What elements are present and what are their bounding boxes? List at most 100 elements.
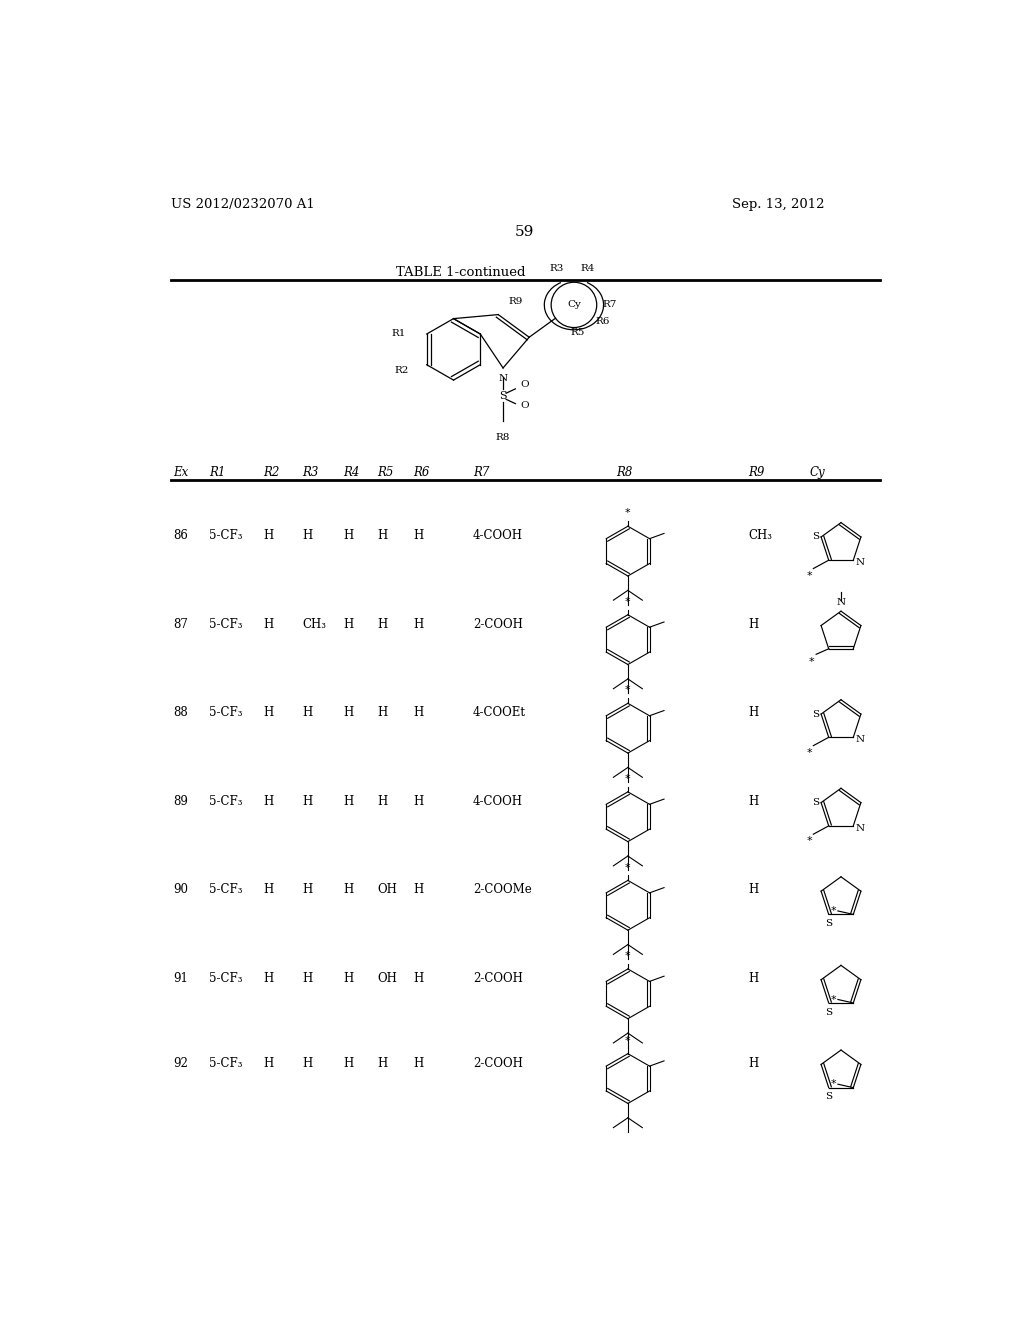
- Text: 4-COOH: 4-COOH: [473, 529, 523, 543]
- Text: H: H: [263, 706, 273, 719]
- Text: S: S: [825, 1007, 833, 1016]
- Text: *: *: [625, 952, 631, 961]
- Text: S: S: [825, 1092, 833, 1101]
- Text: 4-COOEt: 4-COOEt: [473, 706, 526, 719]
- Text: 90: 90: [173, 883, 188, 896]
- Text: 5-CF₃: 5-CF₃: [209, 1056, 243, 1069]
- Text: 88: 88: [173, 706, 187, 719]
- Text: N: N: [837, 598, 846, 607]
- Text: 5-CF₃: 5-CF₃: [209, 795, 243, 808]
- Text: R4: R4: [343, 466, 359, 479]
- Text: H: H: [343, 706, 353, 719]
- Text: N: N: [856, 824, 864, 833]
- Text: 89: 89: [173, 795, 187, 808]
- Text: 5-CF₃: 5-CF₃: [209, 972, 243, 985]
- Text: *: *: [809, 656, 815, 667]
- Text: TABLE 1-continued: TABLE 1-continued: [396, 265, 526, 279]
- Text: H: H: [343, 795, 353, 808]
- Text: S: S: [812, 532, 819, 541]
- Text: R1: R1: [391, 330, 406, 338]
- Text: H: H: [414, 795, 424, 808]
- Text: R3: R3: [302, 466, 318, 479]
- Text: N: N: [856, 735, 864, 744]
- Text: *: *: [625, 1036, 631, 1045]
- Text: 5-CF₃: 5-CF₃: [209, 706, 243, 719]
- Text: 4-COOH: 4-COOH: [473, 795, 523, 808]
- Text: 92: 92: [173, 1056, 187, 1069]
- Text: H: H: [414, 972, 424, 985]
- Text: 5-CF₃: 5-CF₃: [209, 883, 243, 896]
- Text: S: S: [812, 710, 819, 718]
- Text: US 2012/0232070 A1: US 2012/0232070 A1: [171, 198, 314, 211]
- Text: Sep. 13, 2012: Sep. 13, 2012: [732, 198, 825, 211]
- Text: H: H: [302, 706, 312, 719]
- Text: H: H: [343, 1056, 353, 1069]
- Text: 91: 91: [173, 972, 187, 985]
- Text: R2: R2: [263, 466, 280, 479]
- Text: 86: 86: [173, 529, 187, 543]
- Text: R9: R9: [748, 466, 764, 479]
- Text: 5-CF₃: 5-CF₃: [209, 618, 243, 631]
- Text: H: H: [302, 795, 312, 808]
- Text: R5: R5: [378, 466, 394, 479]
- Text: R4: R4: [581, 264, 595, 273]
- Text: N: N: [499, 374, 508, 383]
- Text: *: *: [625, 862, 631, 873]
- Text: H: H: [302, 883, 312, 896]
- Text: R6: R6: [595, 317, 609, 326]
- Text: *: *: [625, 774, 631, 784]
- Text: 5-CF₃: 5-CF₃: [209, 529, 243, 543]
- Text: *: *: [806, 570, 812, 581]
- Text: O: O: [520, 401, 528, 411]
- Text: H: H: [263, 795, 273, 808]
- Text: R9: R9: [509, 297, 523, 305]
- Text: R8: R8: [496, 433, 510, 442]
- Text: H: H: [748, 972, 758, 985]
- Text: H: H: [748, 1056, 758, 1069]
- Text: H: H: [343, 972, 353, 985]
- Text: Ex: Ex: [173, 466, 188, 479]
- Text: R7: R7: [473, 466, 489, 479]
- Text: 2-COOH: 2-COOH: [473, 618, 522, 631]
- Text: S: S: [812, 799, 819, 807]
- Text: H: H: [748, 795, 758, 808]
- Text: R3: R3: [550, 264, 564, 273]
- Text: H: H: [414, 1056, 424, 1069]
- Text: H: H: [302, 1056, 312, 1069]
- Text: *: *: [830, 906, 837, 916]
- Text: H: H: [378, 529, 388, 543]
- Text: S: S: [500, 391, 507, 401]
- Text: H: H: [414, 883, 424, 896]
- Text: R6: R6: [414, 466, 430, 479]
- Text: *: *: [625, 685, 631, 696]
- Text: N: N: [856, 558, 864, 568]
- Text: R5: R5: [570, 327, 585, 337]
- Text: *: *: [806, 748, 812, 758]
- Text: 59: 59: [515, 224, 535, 239]
- Text: *: *: [830, 994, 837, 1005]
- Text: 87: 87: [173, 618, 187, 631]
- Text: H: H: [378, 1056, 388, 1069]
- Text: H: H: [414, 706, 424, 719]
- Text: Cy: Cy: [810, 466, 825, 479]
- Text: H: H: [263, 972, 273, 985]
- Text: *: *: [625, 597, 631, 607]
- Text: H: H: [378, 618, 388, 631]
- Text: OH: OH: [378, 972, 397, 985]
- Text: 2-COOMe: 2-COOMe: [473, 883, 531, 896]
- Text: H: H: [263, 529, 273, 543]
- Text: H: H: [302, 972, 312, 985]
- Text: CH₃: CH₃: [302, 618, 327, 631]
- Text: H: H: [414, 529, 424, 543]
- Text: OH: OH: [378, 883, 397, 896]
- Text: *: *: [806, 837, 812, 846]
- Text: 2-COOH: 2-COOH: [473, 1056, 522, 1069]
- Text: H: H: [263, 1056, 273, 1069]
- Text: R7: R7: [603, 301, 617, 309]
- Text: H: H: [748, 618, 758, 631]
- Text: H: H: [263, 618, 273, 631]
- Text: H: H: [302, 529, 312, 543]
- Text: H: H: [748, 706, 758, 719]
- Text: H: H: [378, 795, 388, 808]
- Text: H: H: [378, 706, 388, 719]
